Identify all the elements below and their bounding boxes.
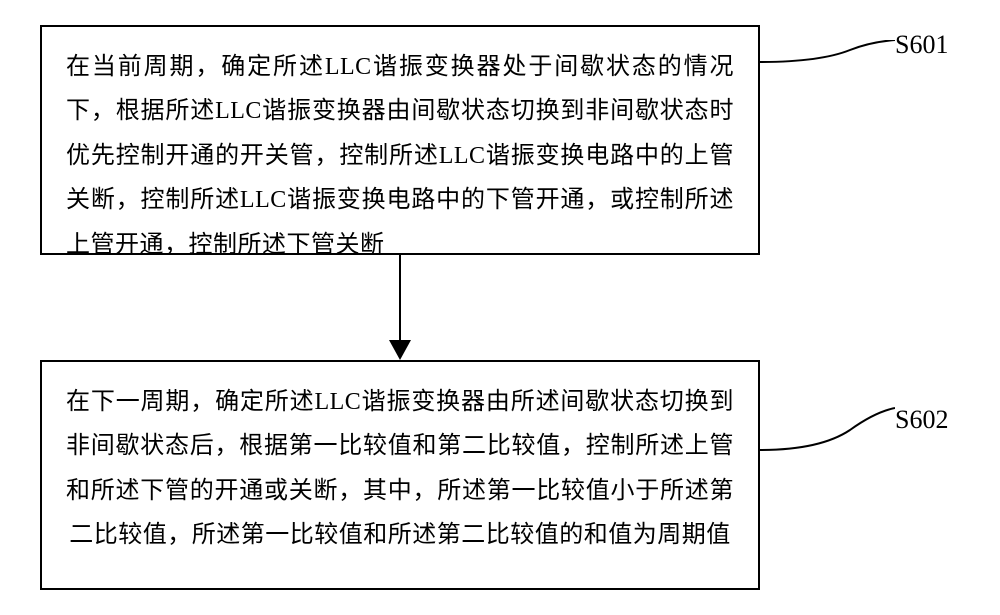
step-1-label: S601	[895, 30, 948, 60]
flowchart-container: 在当前周期，确定所述LLC谐振变换器处于间歇状态的情况下，根据所述LLC谐振变换…	[0, 0, 1000, 615]
connector-curve-1	[760, 40, 895, 90]
arrow-line	[399, 255, 401, 347]
step-1-text: 在当前周期，确定所述LLC谐振变换器处于间歇状态的情况下，根据所述LLC谐振变换…	[66, 45, 734, 267]
connector-curve-2	[760, 400, 895, 460]
step-2-text: 在下一周期，确定所述LLC谐振变换器由所述间歇状态切换到非间歇状态后，根据第一比…	[66, 380, 734, 558]
step-2-label: S602	[895, 405, 948, 435]
arrow-head-icon	[389, 340, 411, 360]
flow-arrow	[396, 255, 404, 360]
flowchart-step-1: 在当前周期，确定所述LLC谐振变换器处于间歇状态的情况下，根据所述LLC谐振变换…	[40, 25, 760, 255]
flowchart-step-2: 在下一周期，确定所述LLC谐振变换器由所述间歇状态切换到非间歇状态后，根据第一比…	[40, 360, 760, 590]
